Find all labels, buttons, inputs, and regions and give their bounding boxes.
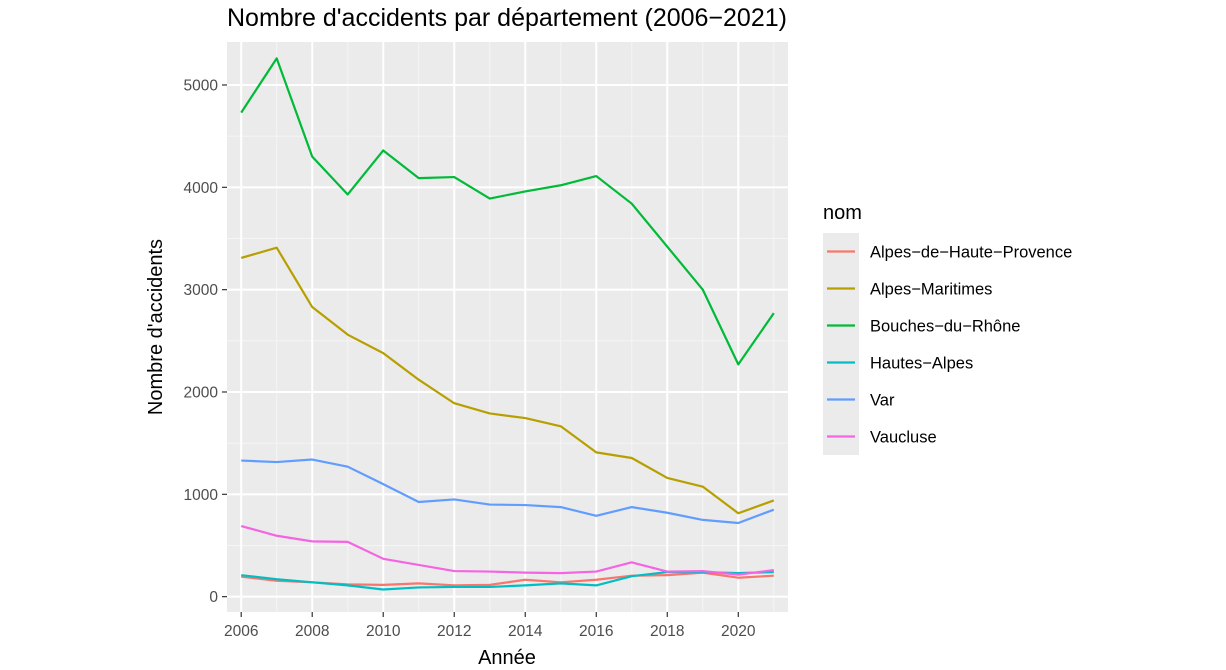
x-tick-label: 2016 bbox=[579, 623, 613, 640]
x-tick-label: 2018 bbox=[650, 623, 684, 640]
legend-title: nom bbox=[823, 202, 862, 224]
legend-label: Bouches−du−Rhône bbox=[870, 318, 1020, 336]
y-tick-label: 5000 bbox=[184, 77, 219, 94]
legend-label: Alpes−de−Haute−Provence bbox=[870, 244, 1072, 262]
series-lines bbox=[240, 57, 775, 591]
series-line-3 bbox=[240, 57, 775, 366]
y-tick-label: 1000 bbox=[184, 487, 219, 504]
legend-label: Var bbox=[870, 392, 895, 410]
series-line-2 bbox=[240, 246, 775, 515]
x-tick-label: 2014 bbox=[508, 623, 543, 640]
chart-title: Nombre d'accidents par département (2006… bbox=[227, 4, 787, 32]
x-tick-label: 2010 bbox=[366, 623, 401, 640]
x-axis-title: Année bbox=[478, 647, 536, 669]
legend-label: Vaucluse bbox=[870, 429, 937, 447]
legend: nom Alpes−de−Haute−Provence Alpes−Maritim… bbox=[823, 202, 1072, 455]
x-tick-label: 2006 bbox=[224, 623, 258, 640]
x-tick-label: 2020 bbox=[721, 623, 756, 640]
y-tick-label: 2000 bbox=[184, 384, 219, 401]
x-axis: 2006 2008 2010 2012 2014 2016 2018 2020 bbox=[224, 612, 756, 640]
grid-lines bbox=[227, 42, 788, 612]
y-tick-label: 0 bbox=[209, 589, 218, 606]
y-axis: 0 1000 2000 3000 4000 5000 bbox=[184, 77, 227, 606]
legend-label: Hautes−Alpes bbox=[870, 355, 973, 373]
x-tick-label: 2008 bbox=[295, 623, 329, 640]
y-axis-title: Nombre d'accidents bbox=[145, 239, 167, 415]
series-line-6 bbox=[240, 524, 774, 576]
y-tick-label: 4000 bbox=[184, 180, 219, 197]
x-tick-label: 2012 bbox=[437, 623, 471, 640]
series-line-5 bbox=[241, 458, 775, 525]
plot-panel bbox=[227, 42, 788, 612]
y-tick-label: 3000 bbox=[184, 282, 219, 299]
legend-label: Alpes−Maritimes bbox=[870, 281, 992, 299]
